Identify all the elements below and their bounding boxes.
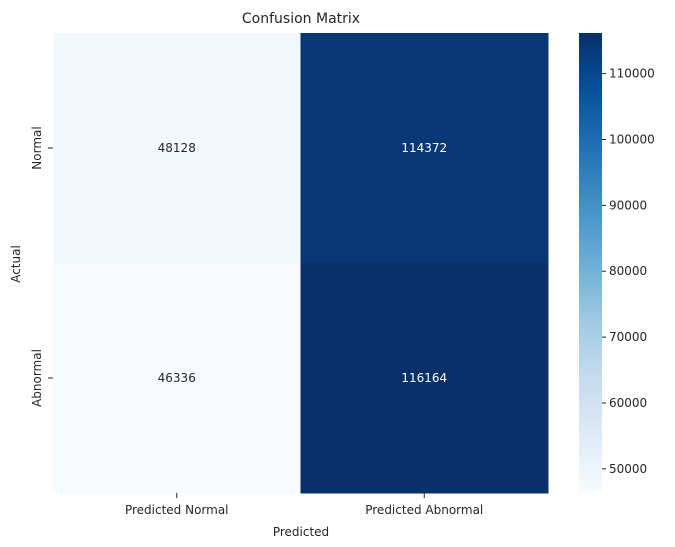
chart-title: Confusion Matrix bbox=[242, 11, 360, 27]
x-tick-label: Predicted Normal bbox=[125, 503, 229, 517]
heatmap-cell bbox=[53, 33, 301, 264]
colorbar-tick-label: 80000 bbox=[609, 264, 647, 278]
colorbar-tick-label: 70000 bbox=[609, 330, 647, 344]
colorbar-tick-label: 60000 bbox=[609, 396, 647, 410]
x-tick-label: Predicted Abnormal bbox=[365, 503, 483, 517]
cell-value-label: 46336 bbox=[158, 371, 196, 385]
heatmap-cell bbox=[300, 263, 549, 494]
colorbar-tick-label: 90000 bbox=[609, 198, 647, 212]
colorbar-tick-label: 110000 bbox=[609, 67, 655, 81]
heatmap-cells bbox=[53, 33, 549, 494]
colorbar-gradient bbox=[579, 33, 602, 493]
x-axis-label: Predicted bbox=[273, 525, 329, 539]
y-tick-label: Abnormal bbox=[30, 349, 44, 407]
colorbar-tick-label: 50000 bbox=[609, 462, 647, 476]
cell-value-label: 48128 bbox=[158, 141, 196, 155]
y-axis: Normal Abnormal bbox=[30, 126, 53, 407]
cell-value-label: 116164 bbox=[401, 371, 447, 385]
colorbar: 50000 60000 70000 80000 90000 100000 110000 bbox=[579, 33, 655, 493]
x-axis: Predicted Normal Predicted Abnormal bbox=[125, 493, 483, 517]
heatmap-cell-labels: 48128 114372 46336 116164 bbox=[158, 141, 448, 385]
y-tick-label: Normal bbox=[30, 126, 44, 169]
cell-value-label: 114372 bbox=[401, 141, 447, 155]
heatmap-cell bbox=[53, 263, 301, 494]
colorbar-tick-label: 100000 bbox=[609, 132, 655, 146]
heatmap-cell bbox=[300, 33, 549, 264]
y-axis-label: Actual bbox=[9, 245, 23, 283]
